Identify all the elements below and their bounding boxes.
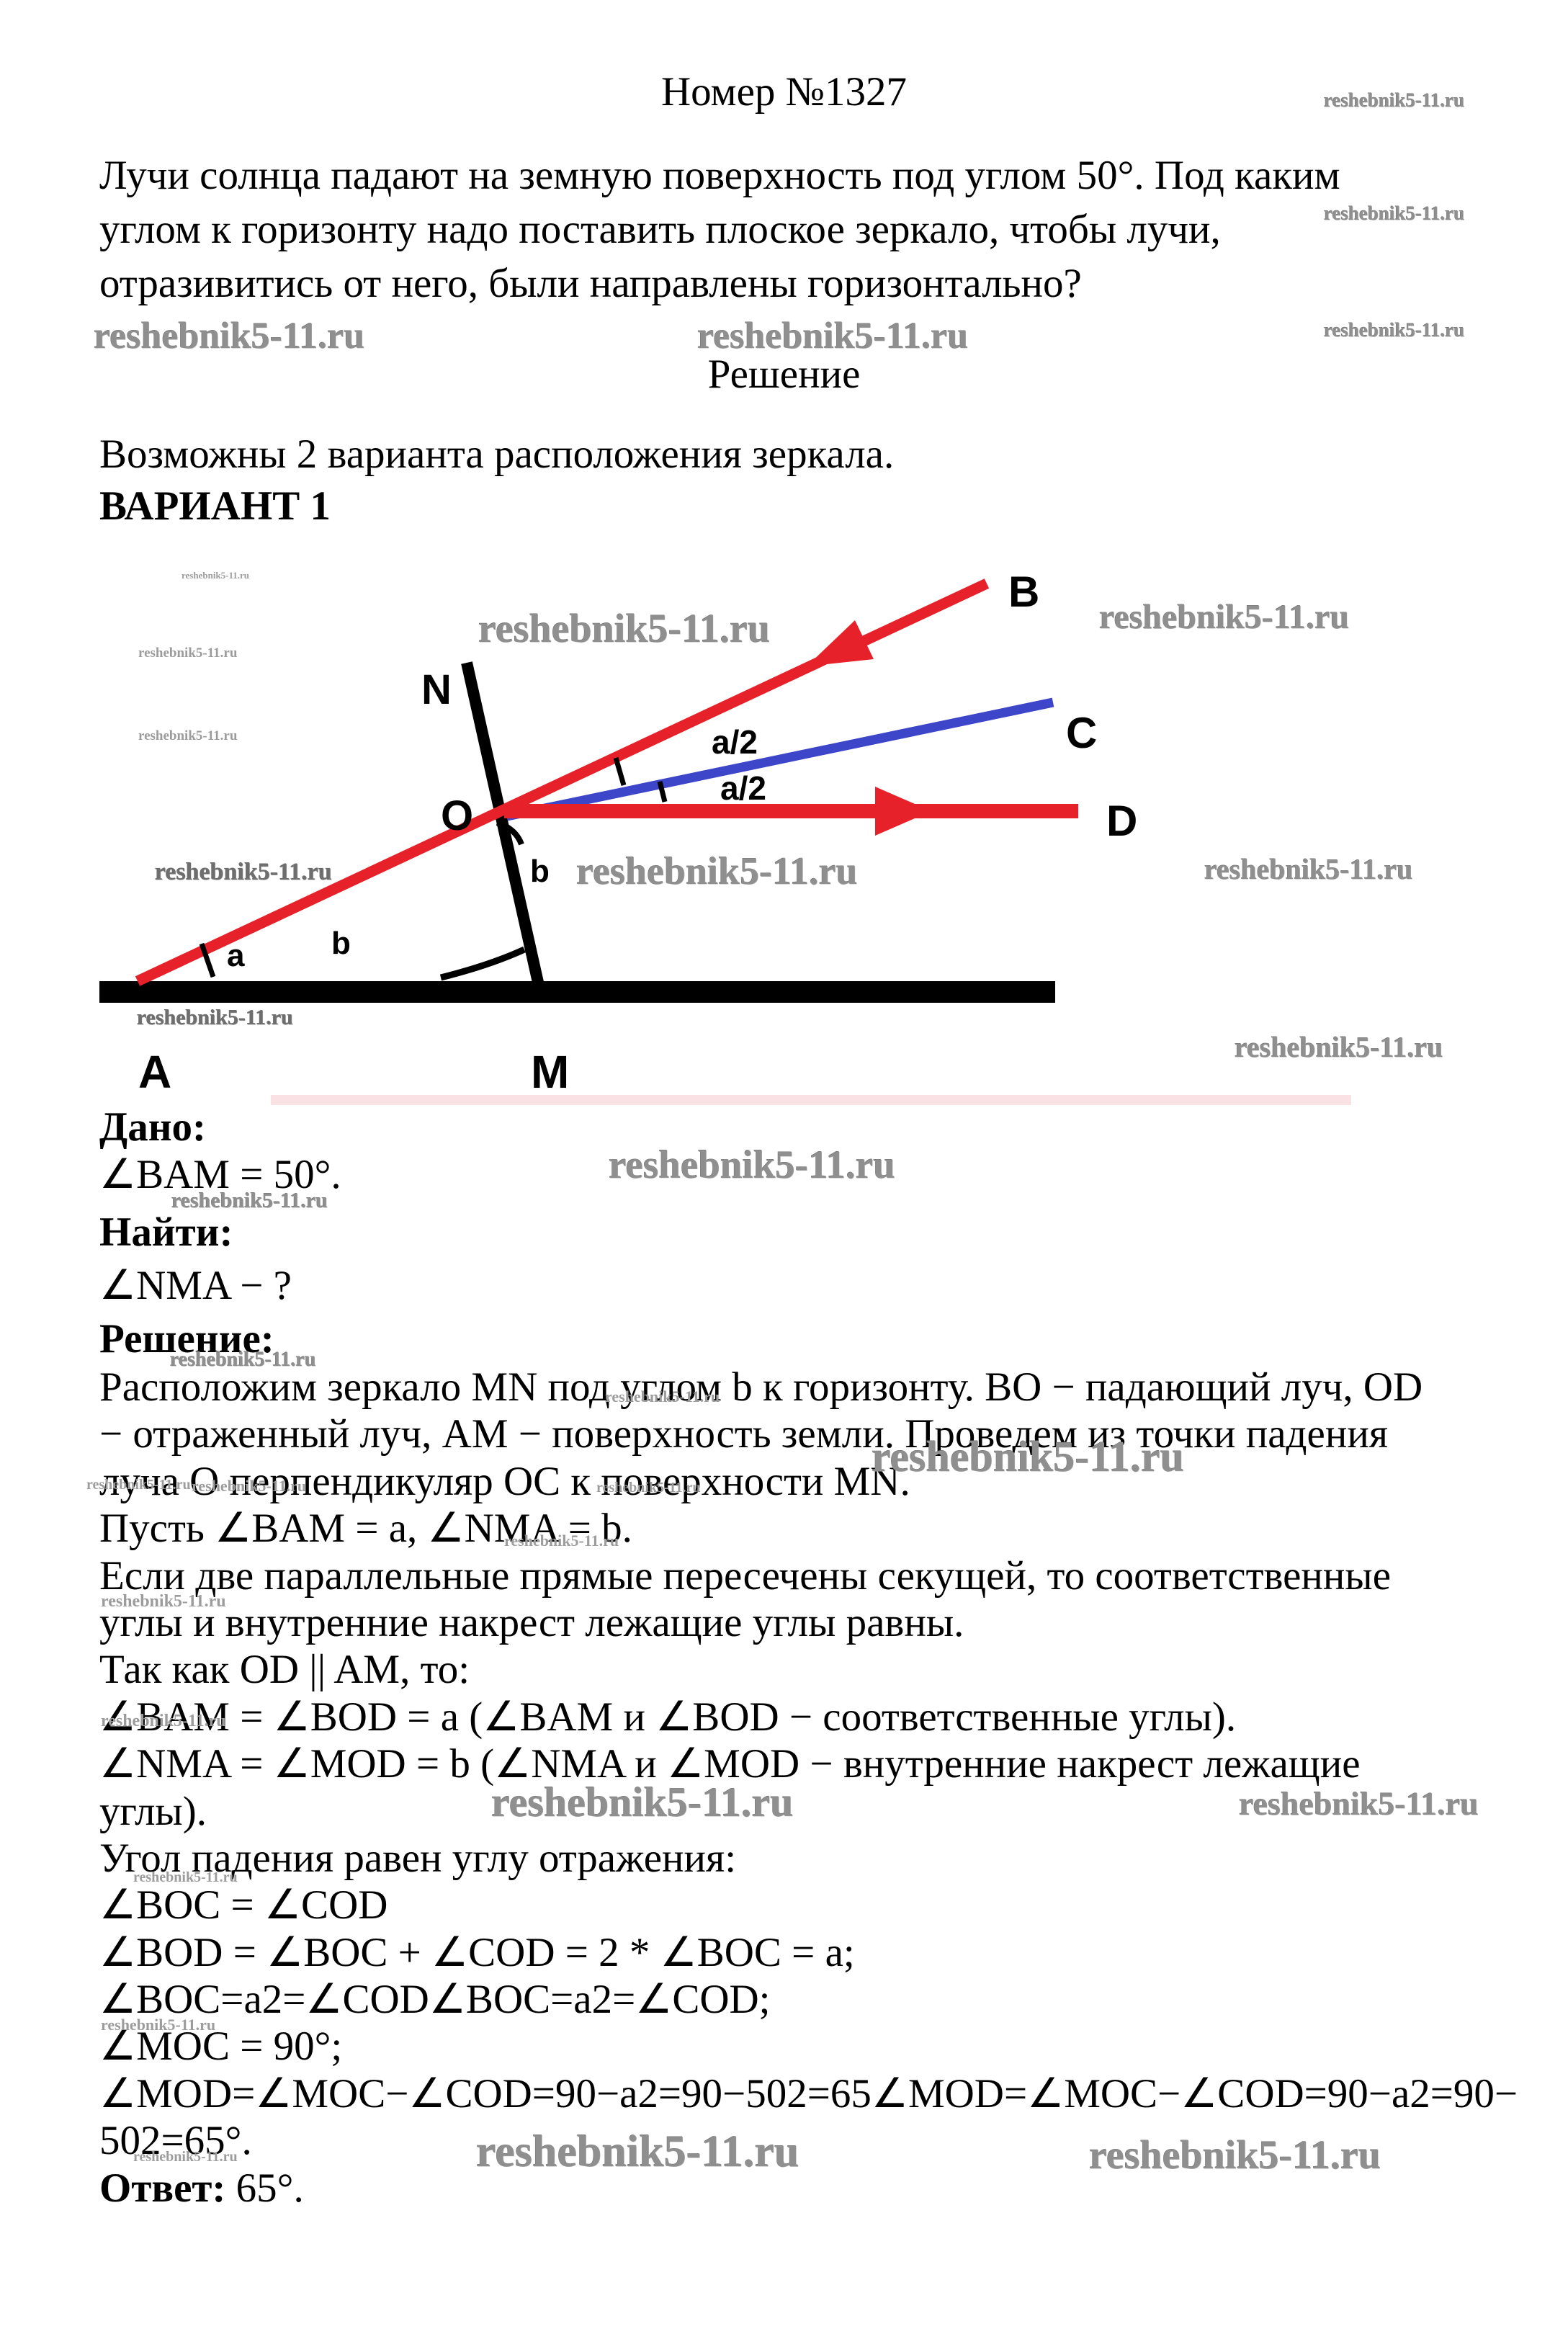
solution-text: Расположим зеркало MN под углом b к гори…	[99, 1364, 1518, 2212]
watermark: reshebnik5-11.ru	[101, 1592, 226, 1611]
solution-line: Если две параллельные прямые пересечены …	[99, 1552, 1391, 1599]
watermark: reshebnik5-11.ru	[609, 1143, 895, 1186]
watermark: reshebnik5-11.ru	[504, 1532, 619, 1550]
solution-line: Угол падения равен углу отражения:	[99, 1835, 737, 1881]
solution-line: − отраженный луч, AM − поверхность земли…	[99, 1411, 1389, 1457]
watermark: reshebnik5-11.ru	[155, 859, 332, 885]
watermark: reshebnik5-11.ru	[576, 849, 858, 893]
problem-line: Лучи солнца падают на земную поверхность…	[99, 153, 1340, 198]
angle-b-arc-origin	[496, 820, 524, 846]
given-value: ∠BAM = 50°.	[99, 1152, 341, 1197]
watermark: reshebnik5-11.ru	[478, 607, 771, 651]
watermark: reshebnik5-11.ru	[170, 1349, 316, 1371]
label-angle-b-ground: b	[331, 926, 351, 961]
watermark: reshebnik5-11.ru	[86, 1477, 191, 1493]
watermark: reshebnik5-11.ru	[1235, 1031, 1443, 1063]
watermark: reshebnik5-11.ru	[1089, 2133, 1381, 2178]
watermark: reshebnik5-11.ru	[133, 2149, 238, 2165]
label-N: N	[421, 666, 452, 713]
solution-line: углы и внутренние накрест лежащие углы р…	[99, 1599, 964, 1645]
watermark: reshebnik5-11.ru	[101, 2016, 216, 2034]
incident-ray-arrowhead	[807, 620, 874, 666]
find-label: Найти:	[99, 1210, 233, 1255]
label-A: A	[138, 1046, 171, 1098]
reflected-ray-arrowhead	[875, 787, 931, 836]
page-title: Номер №1327	[660, 69, 908, 115]
watermark: reshebnik5-11.ru	[137, 1006, 293, 1029]
answer-label: Ответ:	[99, 2165, 226, 2211]
watermark: reshebnik5-11.ru	[171, 1189, 328, 1212]
find-value: ∠NMA − ?	[99, 1263, 292, 1308]
label-angle-half-upper: a/2	[712, 723, 758, 761]
problem-line: углом к горизонту надо поставить плоское…	[99, 207, 1221, 252]
watermark: reshebnik5-11.ru	[101, 1712, 226, 1730]
watermark: reshebnik5-11.ru	[94, 316, 365, 357]
watermark: reshebnik5-11.ru	[1324, 89, 1465, 111]
angle-tick-lower	[657, 781, 668, 803]
given-label: Дано:	[99, 1104, 207, 1150]
watermark: reshebnik5-11.ru	[1239, 1785, 1479, 1822]
label-D: D	[1106, 797, 1137, 845]
solution-line: ∠MOC = 90°;	[99, 2024, 343, 2070]
watermark: reshebnik5-11.ru	[1204, 853, 1413, 885]
angle-b-arc-ground	[439, 946, 526, 981]
solution-line: Расположим зеркало MN под углом b к гори…	[99, 1364, 1423, 1410]
variants-note: Возможны 2 варианта расположения зеркала…	[99, 432, 895, 477]
label-M: M	[531, 1046, 569, 1098]
ground-line	[99, 981, 1055, 1003]
label-C: C	[1066, 709, 1097, 757]
answer-value: 65°.	[225, 2165, 304, 2211]
solution-line: ∠BOD = ∠BOC + ∠COD = 2 * ∠BOC = a;	[99, 1929, 855, 1975]
label-O: O	[441, 792, 473, 839]
solution-line: ∠NMA = ∠MOD = b (∠NMA и ∠MOD − внутренни…	[99, 1741, 1361, 1787]
solution-line: 502=65°.	[99, 2118, 252, 2164]
optics-diagram: N O A M B C D a b b a/2 a/2	[99, 568, 1351, 1105]
label-angle-a: a	[227, 938, 245, 973]
watermark: reshebnik5-11.ru	[138, 728, 238, 743]
variant-title: ВАРИАНТ 1	[99, 483, 331, 529]
watermark: reshebnik5-11.ru	[182, 570, 250, 581]
solution-line: ∠BOC = ∠COD	[99, 1882, 388, 1928]
solution-label: Решение:	[99, 1316, 274, 1362]
problem-statement: Лучи солнца падают на земную поверхность…	[99, 148, 1340, 310]
solution-line: Так как OD || AM, то:	[99, 1647, 470, 1693]
watermark: reshebnik5-11.ru	[1099, 598, 1350, 636]
watermark: reshebnik5-11.ru	[1324, 202, 1465, 224]
watermark: reshebnik5-11.ru	[192, 1477, 307, 1495]
watermark: reshebnik5-11.ru	[476, 2127, 799, 2176]
normal-ray	[506, 697, 1054, 821]
solution-line: луча O перпендикуляр OC к поверхности MN…	[99, 1458, 910, 1504]
watermark: reshebnik5-11.ru	[491, 1779, 794, 1825]
watermark: reshebnik5-11.ru	[138, 645, 238, 661]
answer-line: Ответ: 65°.	[99, 2165, 1518, 2212]
watermark: reshebnik5-11.ru	[872, 1433, 1184, 1480]
problem-line: отразивитись от него, были направлены го…	[99, 261, 1082, 306]
pink-highlight-band	[271, 1095, 1351, 1105]
solution-line: Пусть ∠BAM = a, ∠NMA = b.	[99, 1506, 632, 1552]
solution-heading: Решение	[707, 352, 861, 397]
watermark: reshebnik5-11.ru	[697, 316, 969, 357]
watermark: reshebnik5-11.ru	[133, 1869, 238, 1885]
label-angle-half-lower: a/2	[720, 769, 766, 807]
solution-line: ∠MOD=∠MOC−∠COD=90−a2=90−502=65∠MOD=∠MOC−…	[99, 2070, 1518, 2116]
watermark: reshebnik5-11.ru	[596, 1480, 701, 1496]
label-angle-b-origin: b	[530, 854, 550, 889]
watermark: reshebnik5-11.ru	[1324, 319, 1465, 341]
solution-line: углы).	[99, 1788, 207, 1834]
solution-line: ∠BOC=a2=∠COD∠BOC=a2=∠COD;	[99, 1977, 771, 2023]
angle-a-tick	[199, 942, 216, 978]
angle-tick-upper	[613, 757, 627, 786]
watermark: reshebnik5-11.ru	[605, 1387, 720, 1405]
solution-line: ∠BAM = ∠BOD = a (∠BAM и ∠BOD − соответст…	[99, 1694, 1237, 1740]
label-B: B	[1008, 568, 1039, 616]
